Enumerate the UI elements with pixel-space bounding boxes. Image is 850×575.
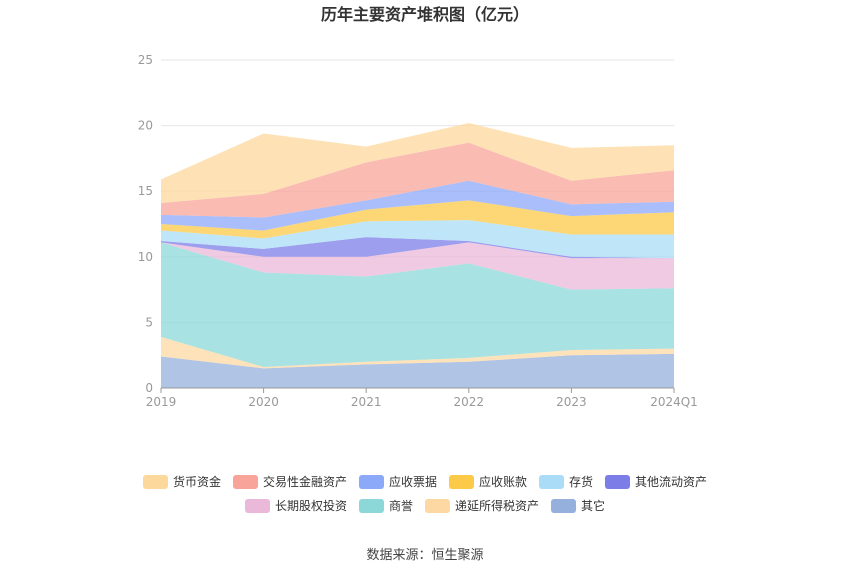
data-source-label: 数据来源：恒生聚源 (366, 548, 483, 563)
chart-title: 历年主要资产堆积图（亿元） (321, 5, 529, 24)
legend-swatch (605, 475, 630, 489)
y-tick-label: 25 (138, 53, 153, 67)
legend-swatch (551, 499, 576, 513)
area-series-7 (161, 180, 674, 231)
x-axis (160, 387, 675, 393)
x-tick-label: 2023 (556, 395, 587, 409)
legend-swatch (539, 475, 564, 489)
legend-item[interactable]: 递延所得税资产 (425, 498, 539, 513)
legend-label: 递延所得税资产 (455, 498, 539, 513)
legend-item[interactable]: 货币资金 (143, 474, 221, 489)
legend-item[interactable]: 存货 (539, 474, 593, 489)
legend-swatch (425, 499, 450, 513)
legend-label: 应收票据 (389, 474, 437, 489)
area-series-9 (161, 122, 674, 204)
x-tick-label: 2024Q1 (650, 395, 698, 409)
y-axis-ticks: 0 5 10 15 20 25 (138, 53, 153, 395)
legend-item[interactable]: 其他流动资产 (605, 475, 707, 489)
area-series-4 (161, 237, 674, 259)
area-series-0 (161, 353, 674, 388)
x-axis-ticks: 2019 2020 2021 2022 2023 2024Q1 (146, 395, 698, 409)
y-tick-label: 15 (138, 184, 153, 198)
legend-swatch (143, 475, 168, 489)
legend-swatch (359, 475, 384, 489)
legend-label: 存货 (569, 474, 593, 489)
legend-swatch (359, 499, 384, 513)
y-tick-label: 10 (138, 250, 153, 264)
legend-item[interactable]: 商誉 (359, 498, 413, 513)
x-tick-label: 2021 (351, 395, 382, 409)
area-series-5 (161, 220, 674, 259)
legend-label: 货币资金 (173, 474, 221, 489)
legend-item[interactable]: 长期股权投资 (245, 498, 347, 513)
legend-item[interactable]: 交易性金融资产 (233, 474, 347, 489)
legend-swatch (233, 475, 258, 489)
area-series (161, 122, 674, 388)
legend-label: 应收账款 (479, 474, 527, 489)
legend-label: 其他流动资产 (635, 475, 707, 489)
y-tick-label: 5 (145, 315, 153, 329)
area-series-6 (161, 200, 674, 239)
x-tick-label: 2019 (146, 395, 177, 409)
x-tick-label: 2022 (454, 395, 485, 409)
legend-item[interactable]: 应收票据 (359, 474, 437, 489)
legend-swatch (245, 499, 270, 513)
legend-label: 交易性金融资产 (263, 474, 347, 489)
legend-item[interactable]: 其它 (551, 498, 605, 513)
area-series-3 (161, 242, 674, 290)
legend-label: 商誉 (389, 498, 413, 513)
area-series-2 (161, 242, 674, 368)
area-series-1 (161, 336, 674, 369)
x-tick-label: 2020 (248, 395, 279, 409)
legend-item[interactable]: 应收账款 (449, 474, 527, 489)
legend-swatch (449, 475, 474, 489)
y-tick-label: 0 (145, 381, 153, 395)
area-series-8 (161, 142, 674, 218)
y-tick-label: 20 (138, 119, 153, 133)
legend-label: 其它 (581, 498, 605, 513)
legend-label: 长期股权投资 (275, 498, 347, 513)
